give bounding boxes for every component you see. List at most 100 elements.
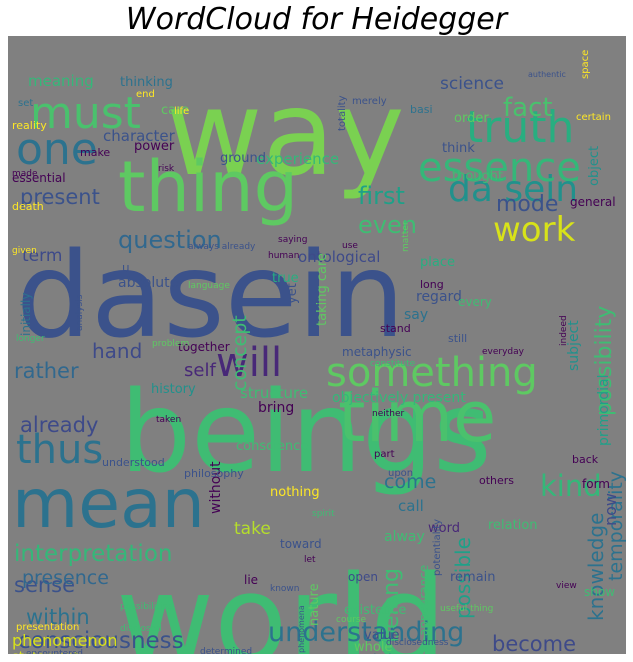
cloud-word: yet (285, 283, 300, 304)
cloud-word: order (454, 111, 489, 126)
cloud-word: interpretation (14, 541, 172, 567)
cloud-word: consciousness (18, 628, 184, 654)
cloud-word: ontological (298, 248, 380, 266)
cloud-word: use (342, 241, 358, 251)
cloud-word: take (234, 519, 271, 539)
cloud-word: merely (352, 96, 387, 107)
cloud-word: initially (19, 293, 33, 336)
cloud-word: understood (102, 456, 165, 469)
cloud-word: space (580, 50, 591, 79)
cloud-word: essence (418, 145, 581, 191)
cloud-word: will (216, 340, 282, 386)
cloud-background (8, 36, 626, 654)
cloud-word: presentation (16, 622, 79, 633)
cloud-word: word (428, 521, 460, 536)
cloud-word: let (304, 555, 316, 565)
cloud-word: character (103, 127, 176, 145)
cloud-word: without (208, 461, 224, 514)
cloud-word: within (26, 605, 90, 629)
cloud-word: analysis (75, 294, 85, 331)
cloud-word: everyday (482, 347, 525, 357)
cloud-word: object (587, 146, 602, 186)
cloud-word: language (188, 281, 230, 291)
cloud-word: possible (451, 537, 475, 619)
cloud-word: mode (496, 192, 558, 217)
cloud-word: still (448, 332, 467, 345)
cloud-word: spirit (312, 509, 335, 519)
cloud-word: open (348, 570, 378, 584)
cloud-word: constitute (370, 359, 416, 369)
cloud-word: death (12, 200, 44, 213)
cloud-word: call (398, 497, 424, 515)
cloud-word: presence (22, 567, 109, 589)
cloud-word: concept (229, 315, 251, 391)
cloud-word: meaning (28, 72, 94, 90)
chart-title: WordCloud for Heidegger (125, 2, 508, 37)
cloud-word: conscience (236, 439, 308, 454)
cloud-word: phenomena (297, 605, 306, 653)
cloud-word: metaphysic (342, 345, 412, 359)
cloud-word: term (22, 246, 62, 266)
cloud-word: view (556, 581, 577, 591)
cloud-word: kind (540, 469, 602, 503)
cloud-word: say (404, 307, 428, 323)
cloud-word: long (420, 278, 444, 291)
cloud-word: disclosedness (386, 638, 449, 648)
cloud-word: world (116, 551, 446, 654)
cloud-word: question (118, 226, 222, 254)
cloud-word: taking care (315, 253, 330, 326)
cloud-word: known (270, 584, 300, 594)
cloud-word: upon (388, 468, 413, 479)
cloud-word: appearance (417, 565, 431, 636)
cloud-word: must (30, 88, 141, 139)
cloud-word: certain (576, 112, 611, 123)
cloud-word: thinking (120, 75, 173, 90)
cloud-word: toward (280, 537, 322, 551)
cloud-word: human (268, 251, 299, 261)
cloud-word: philosophy (184, 467, 244, 480)
cloud-word: grounded (334, 652, 391, 654)
cloud-word: come (384, 471, 436, 493)
cloud-word: problem (152, 339, 189, 349)
cloud-word: general (570, 195, 616, 209)
cloud-word: structure (240, 384, 308, 402)
cloud-word: value (364, 628, 400, 643)
cloud-word: fact (503, 93, 553, 123)
cloud-word: da sein (448, 169, 578, 210)
cloud-word: always already (188, 242, 256, 252)
cloud-word: course (336, 615, 367, 625)
cloud-word: form (582, 477, 610, 491)
cloud-word: disclosed (120, 624, 162, 634)
cloud-word: thing (118, 146, 298, 228)
cloud-word: remain (450, 570, 496, 585)
cloud-word: rather (14, 359, 79, 383)
cloud-word: encountered (26, 649, 83, 654)
word-cloud: dasein beings world way thing time mean somethi… (8, 36, 626, 654)
cloud-word: authentic (528, 70, 566, 79)
cloud-word: beings (120, 368, 492, 498)
cloud-word: made (12, 169, 38, 179)
cloud-word: thought (452, 169, 503, 184)
cloud-word: already (20, 413, 98, 437)
cloud-word: belong (379, 568, 404, 643)
cloud-word: bring (258, 400, 294, 416)
cloud-word: whole (354, 640, 392, 654)
cloud-word: nature (307, 583, 322, 626)
cloud-word: temporality (605, 471, 626, 581)
cloud-word: power (134, 139, 175, 154)
cloud-word: relation (488, 518, 538, 533)
cloud-word: useful thing (440, 604, 493, 614)
cloud-word: dasein (16, 226, 405, 364)
cloud-word: indeed (559, 315, 569, 346)
cloud-word: matter (401, 221, 411, 252)
cloud-word: statement (12, 650, 79, 654)
cloud-word: saying (278, 235, 307, 245)
cloud-word: stand (380, 322, 411, 335)
cloud-word: knowledge (584, 513, 608, 621)
cloud-word: become (492, 632, 576, 654)
cloud-word: understanding (268, 617, 464, 648)
cloud-word: primordial (596, 375, 612, 447)
cloud-word: u (122, 261, 130, 275)
cloud-word: essential (12, 171, 66, 185)
